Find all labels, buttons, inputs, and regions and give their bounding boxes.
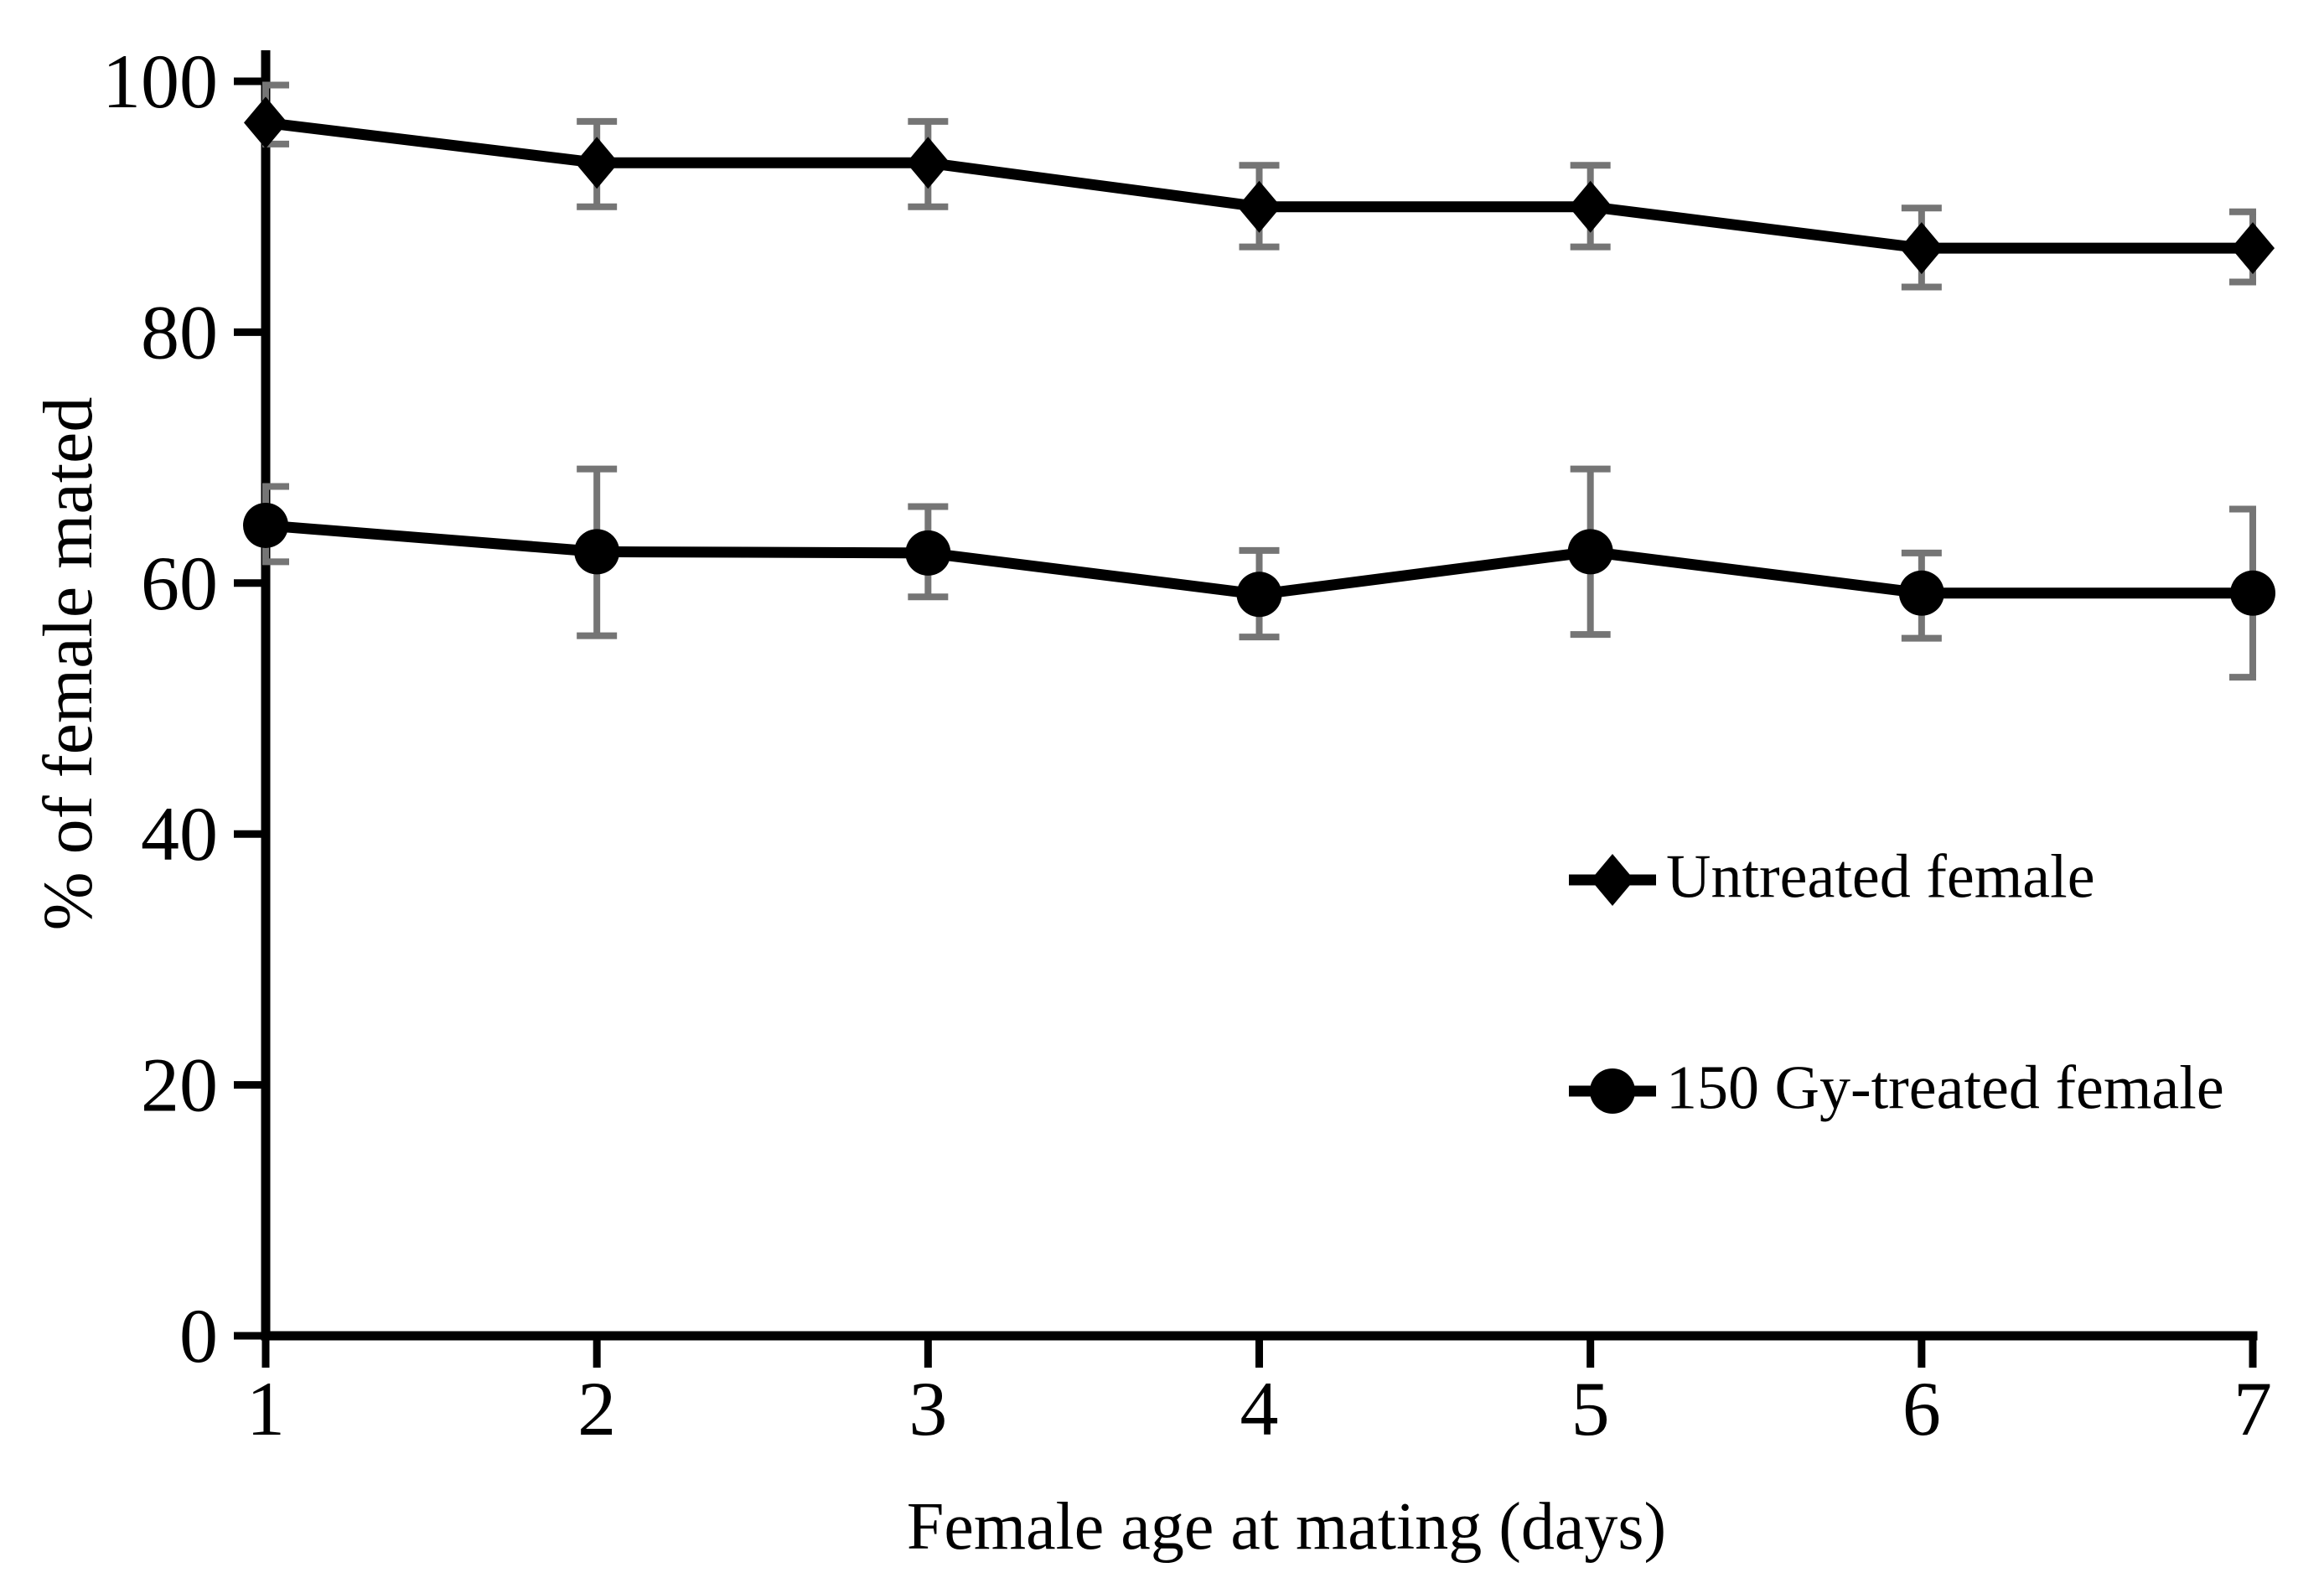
y-tick-label: 20 — [141, 1042, 218, 1128]
circle-marker — [1898, 570, 1944, 616]
circle-marker — [1236, 572, 1282, 618]
series-markers-untreated — [244, 96, 2275, 275]
diamond-marker — [1568, 180, 1612, 233]
y-tick-label: 100 — [102, 39, 218, 124]
y-axis-title: % of female mated — [29, 396, 107, 931]
axes: 100 80 60 40 20 01 2 3 4 5 6 7 — [102, 39, 2272, 1451]
circle-marker — [1590, 1068, 1635, 1114]
x-tick-label: 4 — [1240, 1366, 1279, 1451]
y-tick-label: 80 — [141, 289, 218, 375]
diamond-marker — [2231, 222, 2275, 275]
circle-marker — [2230, 570, 2276, 616]
x-tick-label: 7 — [2233, 1366, 2272, 1451]
y-tick-label: 60 — [141, 541, 218, 626]
circle-marker — [574, 529, 620, 575]
x-tick-label: 6 — [1902, 1366, 1941, 1451]
x-tick-label: 3 — [908, 1366, 947, 1451]
y-tick-label: 0 — [179, 1293, 218, 1379]
legend-label-untreated-female: Untreated female — [1666, 842, 2095, 912]
series-markers-treated — [243, 502, 2276, 618]
x-tick-label: 5 — [1571, 1366, 1610, 1451]
diamond-marker — [1237, 180, 1281, 233]
x-axis-title: Female age at mating (days) — [906, 1490, 1667, 1564]
diamond-marker — [1591, 854, 1634, 906]
diamond-marker — [1899, 222, 1944, 275]
circle-marker — [1567, 529, 1613, 575]
y-tick-label: 40 — [141, 791, 218, 877]
legend-label-150gy-treated-female: 150 Gy-treated female — [1666, 1053, 2224, 1123]
x-tick-label: 2 — [577, 1366, 616, 1451]
circle-marker — [243, 502, 288, 548]
x-tick-label: 1 — [246, 1366, 285, 1451]
circle-marker — [905, 530, 951, 576]
diamond-marker — [244, 96, 287, 149]
diamond-marker — [906, 137, 950, 189]
legend — [1569, 854, 1656, 1114]
diamond-marker — [575, 137, 619, 189]
